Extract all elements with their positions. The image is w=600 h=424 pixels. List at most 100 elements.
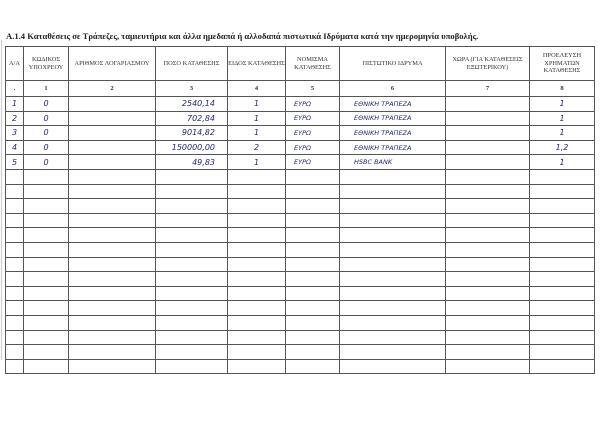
table-cell — [155, 241, 228, 258]
table-cell — [227, 285, 286, 302]
table-cell — [529, 285, 595, 302]
table-row — [5, 358, 595, 375]
table-cell: ΕΘΝΙΚΗ ΤΡΑΠΕΖΑ — [339, 125, 446, 141]
table-cell — [339, 271, 446, 287]
table-cell: 3 — [5, 125, 24, 141]
table-cell — [529, 256, 595, 273]
table-cell — [339, 329, 446, 346]
table-cell — [155, 198, 228, 214]
table-cell: 49,83 — [155, 154, 228, 170]
table-cell — [227, 168, 286, 185]
table-cell — [529, 183, 595, 200]
table-cell — [227, 183, 286, 200]
table-cell — [227, 344, 286, 360]
table-cell — [445, 300, 530, 316]
table-cell — [445, 198, 530, 214]
table-cell — [445, 256, 530, 273]
table-cell — [23, 358, 69, 375]
table-cell — [227, 198, 286, 214]
table-cell — [68, 96, 156, 112]
column-header: ΠΡΟΕΛΕΥΣΗ ΧΡΗΜΑΤΩΝ ΚΑΤΑΘΕΣΗΣ — [529, 46, 595, 81]
table-cell — [23, 256, 69, 273]
table-cell: 1 — [529, 96, 595, 112]
table-cell — [227, 358, 286, 375]
table-cell: 0 — [23, 125, 69, 141]
table-cell — [339, 212, 446, 229]
table-cell: HSBC BANK — [339, 154, 446, 170]
table-cell — [227, 227, 286, 243]
table-cell — [23, 329, 69, 346]
table-row — [5, 241, 595, 258]
table-cell — [339, 241, 446, 258]
table-cell — [445, 183, 530, 200]
table-cell — [68, 314, 156, 331]
table-cell — [68, 358, 156, 375]
column-number: 1 — [23, 80, 69, 97]
table-cell — [155, 227, 228, 243]
table-cell — [68, 168, 156, 185]
table-row — [5, 314, 595, 331]
column-number: 2 — [68, 80, 156, 97]
table-cell — [445, 344, 530, 360]
table-cell — [285, 227, 340, 243]
column-number: 7 — [445, 80, 530, 97]
table-cell — [5, 183, 24, 200]
table-cell — [227, 271, 286, 287]
column-number: 8 — [529, 80, 595, 97]
table-cell — [5, 344, 24, 360]
table-cell — [5, 241, 24, 258]
table-cell: 1 — [529, 154, 595, 170]
header-row: Α/Α ΚΩΔΙΚΟΣ ΥΠΟΧΡΕΟΥ ΑΡΙΘΜΟΣ ΛΟΓΑΡΙΑΣΜΟΥ ΠΟ… — [5, 46, 595, 81]
table-cell — [155, 300, 228, 316]
table-cell — [445, 212, 530, 229]
table-cell — [339, 285, 446, 302]
table-cell — [445, 285, 530, 302]
table-cell — [339, 168, 446, 185]
table-cell — [339, 183, 446, 200]
table-row — [5, 285, 595, 302]
table-cell — [339, 256, 446, 273]
table-cell — [155, 271, 228, 287]
table-cell — [155, 314, 228, 331]
table-cell — [529, 227, 595, 243]
table-cell — [5, 358, 24, 375]
table-cell: 1,2 — [529, 139, 595, 156]
column-number: . — [5, 80, 24, 97]
table-cell: 150000,00 — [155, 139, 228, 156]
column-header: Α/Α — [5, 46, 24, 81]
table-cell — [285, 344, 340, 360]
table-cell — [227, 241, 286, 258]
table-cell — [5, 227, 24, 243]
table-cell — [68, 227, 156, 243]
table-cell — [23, 227, 69, 243]
table-cell — [227, 212, 286, 229]
table-cell — [445, 125, 530, 141]
table-cell: ΕΥΡΩ — [285, 96, 340, 112]
table-cell — [23, 285, 69, 302]
table-cell: 1 — [227, 110, 286, 127]
table-cell — [68, 198, 156, 214]
table-cell — [68, 154, 156, 170]
table-cell — [155, 183, 228, 200]
table-cell — [23, 314, 69, 331]
table-cell — [155, 285, 228, 302]
table-cell — [339, 358, 446, 375]
table-cell — [155, 256, 228, 273]
table-cell — [23, 168, 69, 185]
column-header: ΕΙΔΟΣ ΚΑΤΑΘΕΣΗΣ — [227, 46, 286, 81]
table-row — [5, 271, 595, 287]
table-cell — [5, 168, 24, 185]
table-cell: 0 — [23, 139, 69, 156]
table-cell — [445, 154, 530, 170]
table-row — [5, 168, 595, 185]
table-cell — [155, 168, 228, 185]
table-cell — [5, 271, 24, 287]
table-cell — [23, 344, 69, 360]
table-cell — [23, 212, 69, 229]
table-cell — [529, 241, 595, 258]
table-cell — [529, 198, 595, 214]
table-cell — [5, 300, 24, 316]
table-cell — [339, 314, 446, 331]
table-cell — [5, 198, 24, 214]
table-cell: 1 — [529, 110, 595, 127]
